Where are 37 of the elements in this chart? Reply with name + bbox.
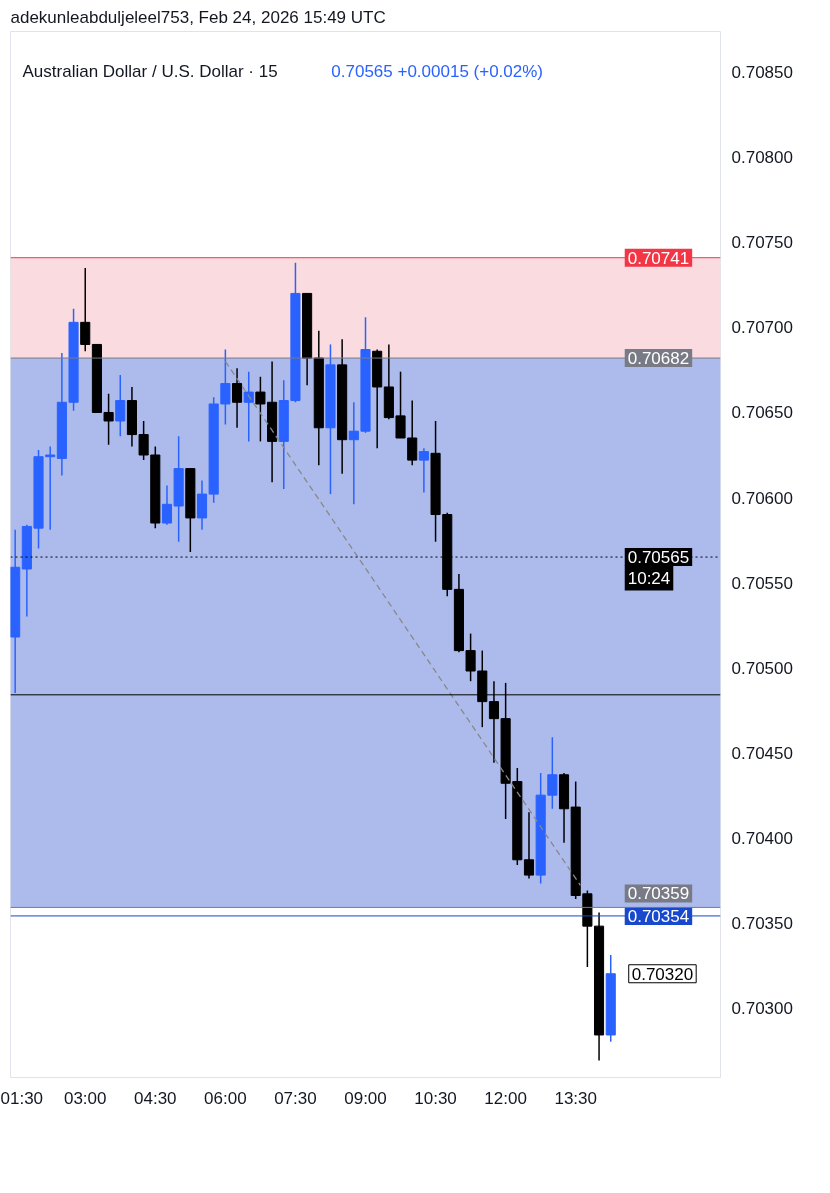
y-tick-label: 0.70500 [731,658,793,678]
ref-line-label: 0.70741 [627,248,690,268]
text: adekunleabduljeleel753, Feb 24, 2026 15:49 UTC [10,7,386,27]
ref-line-label: 0.70354 [627,906,690,926]
ref-line-label: 0.70565 10:24 [627,548,690,588]
x-tick-label: 04:30 [134,1088,177,1108]
candlestick [220,348,231,426]
x-tick-label: 12:00 [484,1088,527,1108]
candlestick [231,367,243,429]
candlestick [243,370,254,443]
candlestick [418,447,429,494]
x-tick-label: 07:30 [274,1088,317,1108]
x-tick-label: 10:30 [414,1088,457,1108]
x-tick-label: 09:00 [344,1088,387,1108]
x-tick-label: 06:00 [204,1088,247,1108]
y-tick-label: 0.70750 [731,233,793,253]
y-tick-label: 0.70700 [731,318,793,338]
candlestick [348,401,359,506]
x-tick-label: 13:30 [554,1088,597,1108]
candlestick [115,374,126,438]
y-tick-label: 0.70400 [731,828,793,848]
y-tick-label: 0.70550 [731,573,793,593]
ref-line-label: 0.70359 [627,884,690,904]
y-tick-label: 0.70350 [731,913,793,933]
text: 0.70565 +0.00015 (+0.02%) [331,61,544,81]
annotation: 0.70320 [631,964,694,984]
y-tick-label: 0.70450 [731,743,793,763]
y-tick-label: 0.70800 [731,148,793,168]
y-tick-label: 0.70650 [731,403,793,423]
x-tick-label: 01:30 [0,1088,44,1108]
y-tick-label: 0.70600 [731,488,793,508]
y-tick-label: 0.70850 [731,63,793,83]
text: Australian Dollar / U.S. Dollar · 15 [22,61,278,81]
x-tick-label: 03:00 [63,1088,107,1108]
candlestick [80,267,91,352]
ref-line-label: 0.70682 [627,349,690,369]
y-tick-label: 0.70300 [731,998,793,1018]
